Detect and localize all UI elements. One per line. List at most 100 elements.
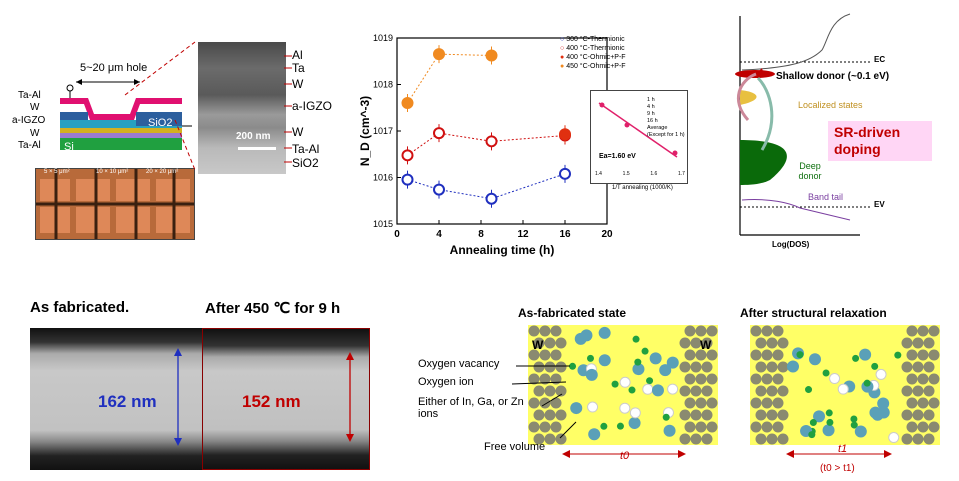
hole-label: 5~20 μm hole bbox=[80, 62, 148, 74]
oxide-atom bbox=[852, 354, 860, 362]
x-tick-label: 8 bbox=[478, 229, 484, 240]
w-atom bbox=[923, 385, 935, 397]
data-point bbox=[433, 48, 445, 61]
tem-layer-ta: Ta bbox=[292, 61, 305, 75]
oxide-atom bbox=[850, 415, 858, 423]
oxide-atom bbox=[667, 383, 679, 395]
w-atom bbox=[550, 325, 562, 337]
band-ev: EV bbox=[874, 200, 885, 209]
w-atom bbox=[544, 409, 556, 421]
schematic-left-title: As-fabricated state bbox=[518, 306, 627, 320]
oxide-atom bbox=[598, 326, 611, 339]
w-atom bbox=[550, 349, 562, 361]
inset-point bbox=[624, 122, 630, 128]
tem-scale-label: 200 nm bbox=[236, 131, 271, 142]
legend-label-1: 300 °C-Thermionic bbox=[566, 36, 625, 43]
band-xaxis: Log(DOS) bbox=[772, 240, 810, 249]
inset-xtick: 1.4 bbox=[595, 171, 602, 177]
inset-xtick: 1.5 bbox=[622, 171, 630, 177]
oxide-atom bbox=[598, 354, 611, 367]
w-atom bbox=[750, 397, 762, 409]
oxide-atom bbox=[837, 383, 849, 395]
oxide-atom bbox=[569, 362, 577, 370]
w-atom bbox=[755, 361, 767, 373]
zoom-lines bbox=[124, 41, 196, 171]
w-atom bbox=[544, 337, 556, 349]
w-atom bbox=[772, 373, 784, 385]
w-atom bbox=[684, 325, 696, 337]
w-atom bbox=[777, 409, 789, 421]
w-atom bbox=[701, 361, 713, 373]
w-atom bbox=[690, 385, 702, 397]
w-atom bbox=[912, 385, 924, 397]
data-point bbox=[559, 167, 571, 180]
tem-ticks bbox=[284, 55, 292, 163]
label-oxygen-vacancy: Oxygen vacancy bbox=[418, 358, 500, 370]
data-point bbox=[433, 127, 445, 140]
w-atom bbox=[550, 421, 562, 433]
schematic-right-title: After structural relaxation bbox=[740, 306, 887, 320]
w-atom bbox=[701, 433, 713, 445]
w-atom bbox=[544, 385, 556, 397]
oxide-atom bbox=[580, 329, 593, 342]
oxide-atom bbox=[649, 352, 662, 365]
w-atom bbox=[679, 337, 691, 349]
thickness-arrows bbox=[174, 348, 354, 446]
w-atom bbox=[755, 337, 767, 349]
atomic-schematic bbox=[528, 325, 940, 445]
legend-label-3: 400 °C-Ohmic+P-F bbox=[566, 54, 626, 61]
data-point bbox=[401, 173, 414, 186]
inset-chart: 1 h 4 h 9 h 16 h Average (Except for 1 h… bbox=[590, 90, 688, 184]
w-atom bbox=[533, 361, 545, 373]
w-atom bbox=[539, 325, 551, 337]
legend-label-2: 400 °C-Thermionic bbox=[566, 45, 625, 52]
oxide-atom bbox=[829, 373, 841, 385]
w-atom bbox=[761, 349, 773, 361]
w-atom bbox=[555, 385, 567, 397]
x-tick-label: 12 bbox=[517, 229, 529, 240]
oxide-atom bbox=[587, 401, 599, 413]
label-free-volume: Free volume bbox=[484, 441, 546, 453]
micro-label-1: 5 × 5 μm² bbox=[44, 169, 70, 175]
data-point bbox=[485, 49, 498, 62]
oxide-atom bbox=[642, 383, 654, 395]
w-atom bbox=[928, 421, 940, 433]
w-atom bbox=[755, 385, 767, 397]
t0-label: t0 bbox=[620, 450, 630, 462]
oxide-atom bbox=[600, 422, 608, 430]
label-metal-ions: Either of In, Ga, or Zn ions bbox=[418, 396, 524, 420]
y-axis-label: N_D (cm^-3) bbox=[358, 96, 372, 166]
oxide-atom bbox=[663, 424, 676, 437]
label-arrows bbox=[511, 365, 577, 439]
w-atom bbox=[901, 433, 913, 445]
w-atom bbox=[528, 325, 540, 337]
w-atom bbox=[555, 409, 567, 421]
inset-note: (Except for 1 h) bbox=[647, 132, 685, 138]
w-atom bbox=[906, 421, 918, 433]
oxide-atom bbox=[877, 397, 890, 410]
oxide-atom bbox=[619, 402, 631, 414]
w-atom bbox=[533, 433, 545, 445]
w-atom bbox=[766, 337, 778, 349]
legend-item-3: ● 400 °C-Ohmic+P-F bbox=[560, 54, 626, 61]
w-atom bbox=[679, 433, 691, 445]
inset-legend: 1 h 4 h 9 h 16 h Average (Except for 1 h… bbox=[647, 97, 685, 139]
w-atom bbox=[695, 397, 707, 409]
oxide-atom bbox=[825, 409, 833, 417]
oxide-atom bbox=[628, 386, 636, 394]
w-atom bbox=[555, 361, 567, 373]
w-atom bbox=[684, 349, 696, 361]
t-relation: (t0 > t1) bbox=[820, 463, 855, 474]
w-atom bbox=[917, 397, 929, 409]
tem-layer-al: Al bbox=[292, 48, 303, 62]
w-atom bbox=[923, 409, 935, 421]
w-atom bbox=[528, 373, 540, 385]
x-axis-label: Annealing time (h) bbox=[450, 243, 555, 257]
w-atom bbox=[912, 337, 924, 349]
w-atom bbox=[923, 337, 935, 349]
oxide-atom bbox=[796, 351, 804, 359]
w-atom bbox=[917, 373, 929, 385]
inset-legend-5: Average bbox=[647, 125, 668, 131]
layer-label-3: a-IGZO bbox=[12, 115, 46, 126]
w-atom bbox=[777, 337, 789, 349]
